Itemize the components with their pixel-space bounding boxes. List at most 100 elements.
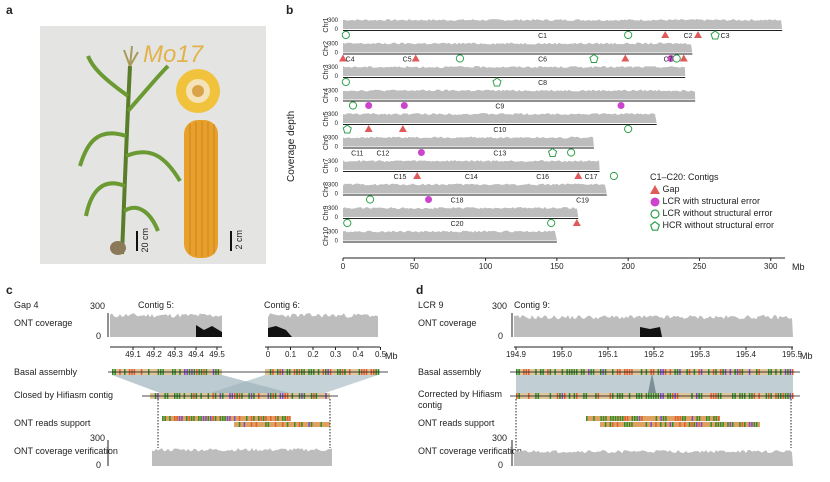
c-low-coverage-right — [268, 326, 292, 337]
legend-item-lcr-error: LCR with structural error — [650, 196, 774, 208]
panel-d-title: LCR 9 — [418, 300, 444, 310]
d-row-ont-verification: ONT coverage verification — [418, 446, 522, 456]
magenta-circle-icon — [650, 197, 660, 207]
d-coverage — [514, 315, 793, 337]
lcr-error-marker — [417, 149, 425, 156]
d-tick-label-195.4: 195.4 — [736, 350, 757, 359]
legend-label-lcr-error: LCR with structural error — [662, 196, 761, 206]
ytick-0-chr9: 0 — [335, 215, 339, 221]
logo-text: Mo17 — [143, 41, 205, 68]
contig-label-c14: C14 — [465, 174, 478, 181]
c-tick-label-0.5: 0.5 — [375, 350, 387, 359]
d-ytick-0: 0 — [498, 331, 504, 341]
d-tick-label-195.5: 195.5 — [782, 350, 803, 359]
coverage-chr8 — [343, 183, 607, 194]
chr-label-chr6: Chr6 — [323, 135, 330, 150]
gap-marker — [413, 172, 422, 179]
gap-marker — [574, 172, 583, 179]
ytick-300-chr7: 300 — [328, 159, 339, 165]
lcr-ok-marker — [455, 54, 465, 63]
ytick-0-chr8: 0 — [335, 192, 339, 198]
c-verif-ytick-300: 300 — [90, 433, 106, 443]
legend-item-lcr-ok: LCR without structural error — [650, 208, 774, 220]
c-verification-coverage — [152, 448, 332, 466]
d-low-coverage — [640, 327, 662, 337]
lcr-ok-marker — [672, 54, 681, 63]
x-tick-label-100: 100 — [479, 262, 493, 271]
ytick-300-chr5: 300 — [328, 112, 339, 118]
lcr-ok-marker — [348, 101, 358, 110]
c-row-ont-coverage: ONT coverage — [14, 318, 73, 328]
chr-label-chr9: Chr9 — [323, 205, 330, 220]
green-pentagon-icon — [649, 220, 661, 231]
contig-label-c5: C5 — [403, 57, 412, 64]
ytick-0-chr2: 0 — [335, 51, 339, 57]
d-mapping — [516, 375, 793, 393]
gap-marker — [572, 219, 581, 226]
c-tick-label-0.2: 0.2 — [307, 350, 319, 359]
chr-label-chr10: Chr10 — [323, 227, 330, 246]
d-verif-ytick-0: 0 — [498, 460, 504, 470]
contig-label-c6: C6 — [538, 57, 547, 64]
c-coverage-contig5 — [110, 313, 222, 337]
contig-label-c7: C7 — [664, 57, 673, 64]
green-circle-icon — [650, 209, 660, 219]
coverage-chr4 — [343, 89, 696, 100]
ytick-0-chr3: 0 — [335, 74, 339, 80]
hcr-marker — [589, 53, 599, 63]
c-tick-label-0.4: 0.4 — [352, 350, 364, 359]
lcr-error-marker — [425, 196, 433, 203]
coverage-chr5 — [343, 113, 657, 123]
hcr-marker — [342, 124, 352, 134]
ytick-300-chr1: 300 — [328, 18, 339, 24]
c-ytick-300: 300 — [90, 301, 106, 311]
chr-label-chr8: Chr8 — [323, 182, 330, 197]
lcr-error-marker — [667, 55, 675, 62]
contig-label-c9: C9 — [495, 104, 504, 111]
lcr-error-marker — [617, 102, 625, 109]
contig-label-c16: C16 — [536, 174, 549, 181]
coverage-chr7 — [343, 160, 600, 170]
coverage-chr2 — [343, 42, 693, 53]
ytick-0-chr5: 0 — [335, 121, 339, 127]
lcr-ok-marker — [547, 218, 556, 228]
lcr-ok-marker — [341, 77, 350, 87]
contig-label-c10: C10 — [493, 127, 506, 134]
x-unit-label: Mb — [792, 262, 805, 272]
d-ont-read-2 — [600, 422, 760, 427]
x-tick-label-200: 200 — [621, 262, 635, 271]
contig-label-c12: C12 — [377, 151, 390, 158]
chr-label-chr1: Chr1 — [323, 17, 330, 32]
legend-item-gap: Gap — [650, 184, 774, 196]
contig-label-c13: C13 — [493, 151, 506, 158]
c-tick-label-49.1: 49.1 — [125, 350, 141, 359]
legend-label-hcr: HCR without structural error — [662, 220, 775, 230]
c-low-coverage-left — [196, 325, 222, 337]
c-tick-label-0.3: 0.3 — [330, 350, 342, 359]
d-row-corrected-hifiasm: Corrected by Hifiasm contig — [418, 389, 503, 410]
chr-label-chr7: Chr7 — [323, 158, 330, 173]
panel-d-letter: d — [416, 283, 424, 297]
ytick-300-chr4: 300 — [328, 89, 339, 95]
coverage-chr6 — [343, 136, 594, 147]
lcr-ok-marker — [343, 218, 352, 228]
x-tick-label-50: 50 — [410, 262, 419, 271]
coverage-chr9 — [343, 207, 579, 217]
contig-label-c19: C19 — [576, 198, 589, 205]
hcr-marker — [492, 77, 502, 87]
gap-triangle-icon — [650, 185, 660, 195]
gap-marker — [398, 125, 407, 132]
c-ont-read-2 — [234, 422, 330, 427]
x-tick-label-150: 150 — [550, 262, 564, 271]
gap-marker — [694, 31, 703, 38]
d-mapping-peak — [648, 373, 656, 393]
coverage-chr3 — [343, 66, 686, 76]
gap-marker — [661, 31, 670, 38]
lcr-ok-marker — [624, 124, 633, 134]
contig-label-c18: C18 — [451, 198, 464, 205]
chr-label-chr2: Chr2 — [323, 41, 330, 56]
panel-a-photo: Mo17 — [40, 26, 266, 264]
lcr-ok-marker — [567, 148, 576, 157]
c-tick-label-49.5: 49.5 — [209, 350, 225, 359]
